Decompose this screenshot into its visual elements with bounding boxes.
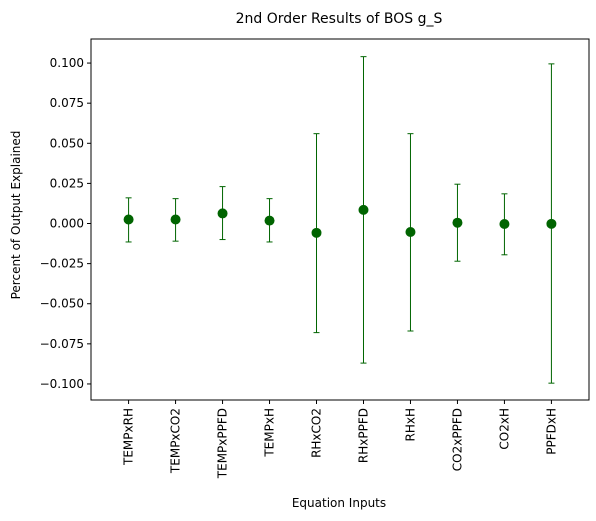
data-marker — [546, 218, 557, 229]
y-tick-label: −0.100 — [40, 377, 84, 391]
data-marker — [358, 204, 369, 215]
data-point-rhxh — [405, 133, 416, 332]
data-point-rhxppfd — [358, 56, 369, 364]
data-point-ppfdxh — [546, 63, 557, 384]
data-marker — [311, 227, 322, 238]
data-point-tempxco2 — [170, 198, 181, 242]
data-point-tempxppfd — [217, 186, 228, 241]
data-marker — [217, 208, 228, 219]
x-tick-label: TEMPxRH — [122, 408, 136, 466]
x-axis: TEMPxRH TEMPxCO2 TEMPxPPFD TEMPxH RHxCO2 RHxP… — [122, 400, 558, 479]
data-marker — [452, 217, 463, 228]
x-tick-label: TEMPxPPFD — [216, 408, 230, 479]
x-tick-label: CO2xPPFD — [450, 408, 464, 471]
y-axis-title: Percent of Output Explained — [9, 131, 23, 300]
plot-frame — [90, 38, 590, 401]
y-tick-label: 0.000 — [50, 217, 84, 231]
data-point-co2xppfd — [452, 183, 463, 262]
y-tick-label: −0.050 — [40, 297, 84, 311]
x-tick-label: TEMPxCO2 — [169, 408, 183, 474]
plot-area — [123, 56, 557, 384]
x-axis-title: Equation Inputs — [292, 496, 386, 510]
data-point-tempxrh — [123, 197, 134, 243]
data-marker — [499, 218, 510, 229]
data-point-co2xh — [499, 193, 510, 256]
y-tick-label: −0.025 — [40, 257, 84, 271]
data-marker — [170, 214, 181, 225]
y-tick-label: 0.075 — [50, 96, 84, 110]
data-marker — [264, 215, 275, 226]
data-point-rhxco2 — [311, 133, 322, 334]
y-tick-label: 0.100 — [50, 56, 84, 70]
x-tick-label: TEMPxH — [263, 408, 277, 458]
data-marker — [123, 214, 134, 225]
y-axis: −0.100 −0.075 −0.050 −0.025 0.000 0.025 0.050 0… — [40, 56, 91, 391]
x-tick-label: RHxPPFD — [356, 408, 370, 463]
data-marker — [405, 227, 416, 238]
y-tick-label: 0.050 — [50, 136, 84, 150]
chart-title: 2nd Order Results of BOS g_S — [236, 11, 443, 27]
data-point-tempxh — [264, 198, 275, 243]
x-tick-label: RHxCO2 — [310, 408, 324, 458]
x-tick-label: PPFDxH — [544, 408, 558, 455]
y-tick-label: 0.025 — [50, 176, 84, 190]
x-tick-label: RHxH — [403, 408, 417, 442]
x-tick-label: CO2xH — [497, 408, 511, 450]
y-tick-label: −0.075 — [40, 337, 84, 351]
